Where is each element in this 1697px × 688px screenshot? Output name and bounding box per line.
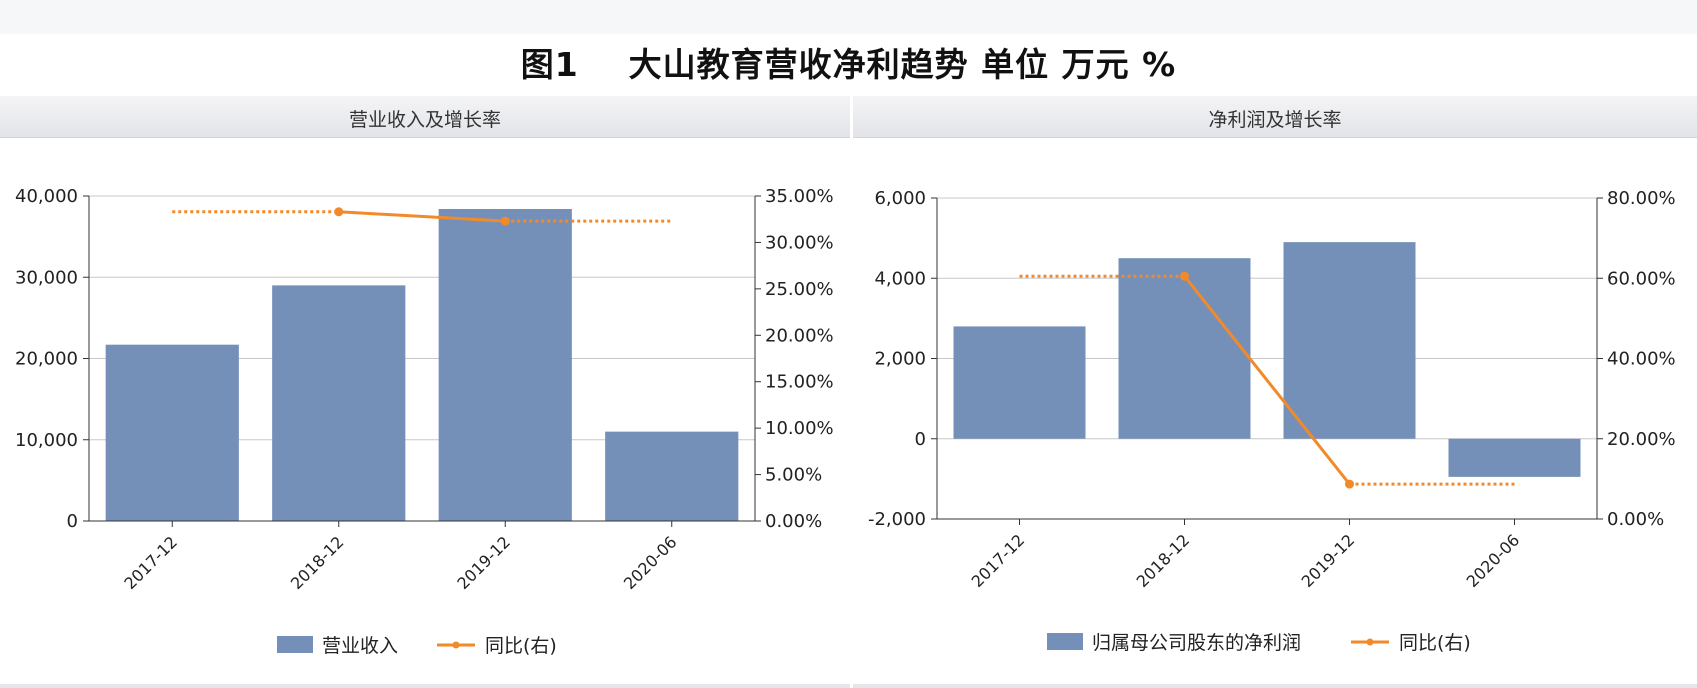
growth-line <box>1183 275 1351 486</box>
growth-point-2018-12 <box>1180 271 1189 281</box>
bar-2018-12 <box>1118 258 1251 439</box>
bar-2019-12 <box>1283 242 1416 439</box>
category-label: 2017-12 <box>968 530 1029 591</box>
right-tick-label: 15.00% <box>765 372 834 393</box>
right-tick-label: 5.00% <box>765 465 822 486</box>
left-tick-label: 2,000 <box>874 349 926 370</box>
right-tick-label: 20.00% <box>765 325 834 346</box>
right-tick-label: 40.00% <box>1607 349 1676 370</box>
revenue-chart-header: 营业收入及增长率 <box>0 96 850 138</box>
category-label: 2018-12 <box>1133 530 1194 591</box>
left-tick-label: 40,000 <box>15 186 78 207</box>
growth-line <box>338 210 506 223</box>
net-profit-chart-plot: -2,000 0 2,000 4,000 6,000 0.00% 20.00% 40.00% 6… <box>868 188 1676 654</box>
panel-bottom-rule <box>0 684 850 688</box>
category-label: 2019-12 <box>1298 530 1359 591</box>
right-tick-label: 10.00% <box>765 418 834 439</box>
category-label: 2020-06 <box>1463 530 1524 591</box>
left-tick-label: 20,000 <box>15 349 78 370</box>
right-tick-label: 60.00% <box>1607 268 1676 289</box>
revenue-chart-panel: 营业收入及增长率 0 10,000 20,000 30,000 40,000 0.00% 5… <box>0 96 850 688</box>
top-band <box>0 0 1697 34</box>
legend-line-marker <box>1366 638 1374 646</box>
figure-title: 图1 大山教育营收净利趋势 单位 万元 % <box>520 45 1177 84</box>
bar-2018-12 <box>272 285 406 521</box>
net-profit-chart-header: 净利润及增长率 <box>853 96 1697 138</box>
left-tick-label: -2,000 <box>868 509 926 530</box>
growth-point-2019-12 <box>1345 479 1354 489</box>
right-tick-label: 35.00% <box>765 186 834 207</box>
legend-line-label: 同比(右) <box>485 635 557 657</box>
bar-2017-12 <box>953 326 1086 439</box>
right-tick-label: 0.00% <box>765 511 822 532</box>
legend-bar-label: 归属母公司股东的净利润 <box>1092 632 1301 654</box>
left-tick-label: 10,000 <box>15 430 78 451</box>
legend-bar-swatch <box>1047 633 1083 650</box>
right-tick-label: 30.00% <box>765 232 834 253</box>
right-tick-label: 20.00% <box>1607 429 1676 450</box>
left-tick-label: 0 <box>67 511 78 532</box>
legend-line-marker <box>452 641 460 649</box>
category-label: 2017-12 <box>120 532 181 593</box>
bar-2020-06 <box>605 431 739 521</box>
bar-2017-12 <box>105 344 239 521</box>
left-tick-label: 6,000 <box>874 188 926 209</box>
left-tick-label: 0 <box>915 429 926 450</box>
right-tick-label: 25.00% <box>765 279 834 300</box>
left-tick-label: 30,000 <box>15 267 78 288</box>
category-label: 2018-12 <box>287 532 348 593</box>
legend-bar-swatch <box>277 636 313 653</box>
revenue-chart-title: 营业收入及增长率 <box>348 109 501 131</box>
net-profit-chart-title: 净利润及增长率 <box>1208 109 1342 131</box>
growth-point-2018-12 <box>334 207 344 217</box>
category-label: 2019-12 <box>453 532 514 593</box>
right-tick-label: 80.00% <box>1607 188 1676 209</box>
legend-line-label: 同比(右) <box>1399 632 1471 654</box>
bar-2019-12 <box>438 209 572 521</box>
left-tick-label: 4,000 <box>874 268 926 289</box>
bar-2020-06 <box>1448 438 1581 477</box>
growth-point-2019-12 <box>500 216 510 226</box>
right-tick-label: 0.00% <box>1607 509 1664 530</box>
legend-bar-label: 营业收入 <box>322 635 398 657</box>
panel-bottom-rule <box>853 684 1697 688</box>
net-profit-chart-panel: 净利润及增长率 -2,000 0 2,000 4,000 6,000 0.00% 20.00… <box>853 96 1697 688</box>
category-label: 2020-06 <box>620 532 681 593</box>
revenue-chart-plot: 0 10,000 20,000 30,000 40,000 0.00% 5.00% 10.00… <box>15 186 834 657</box>
